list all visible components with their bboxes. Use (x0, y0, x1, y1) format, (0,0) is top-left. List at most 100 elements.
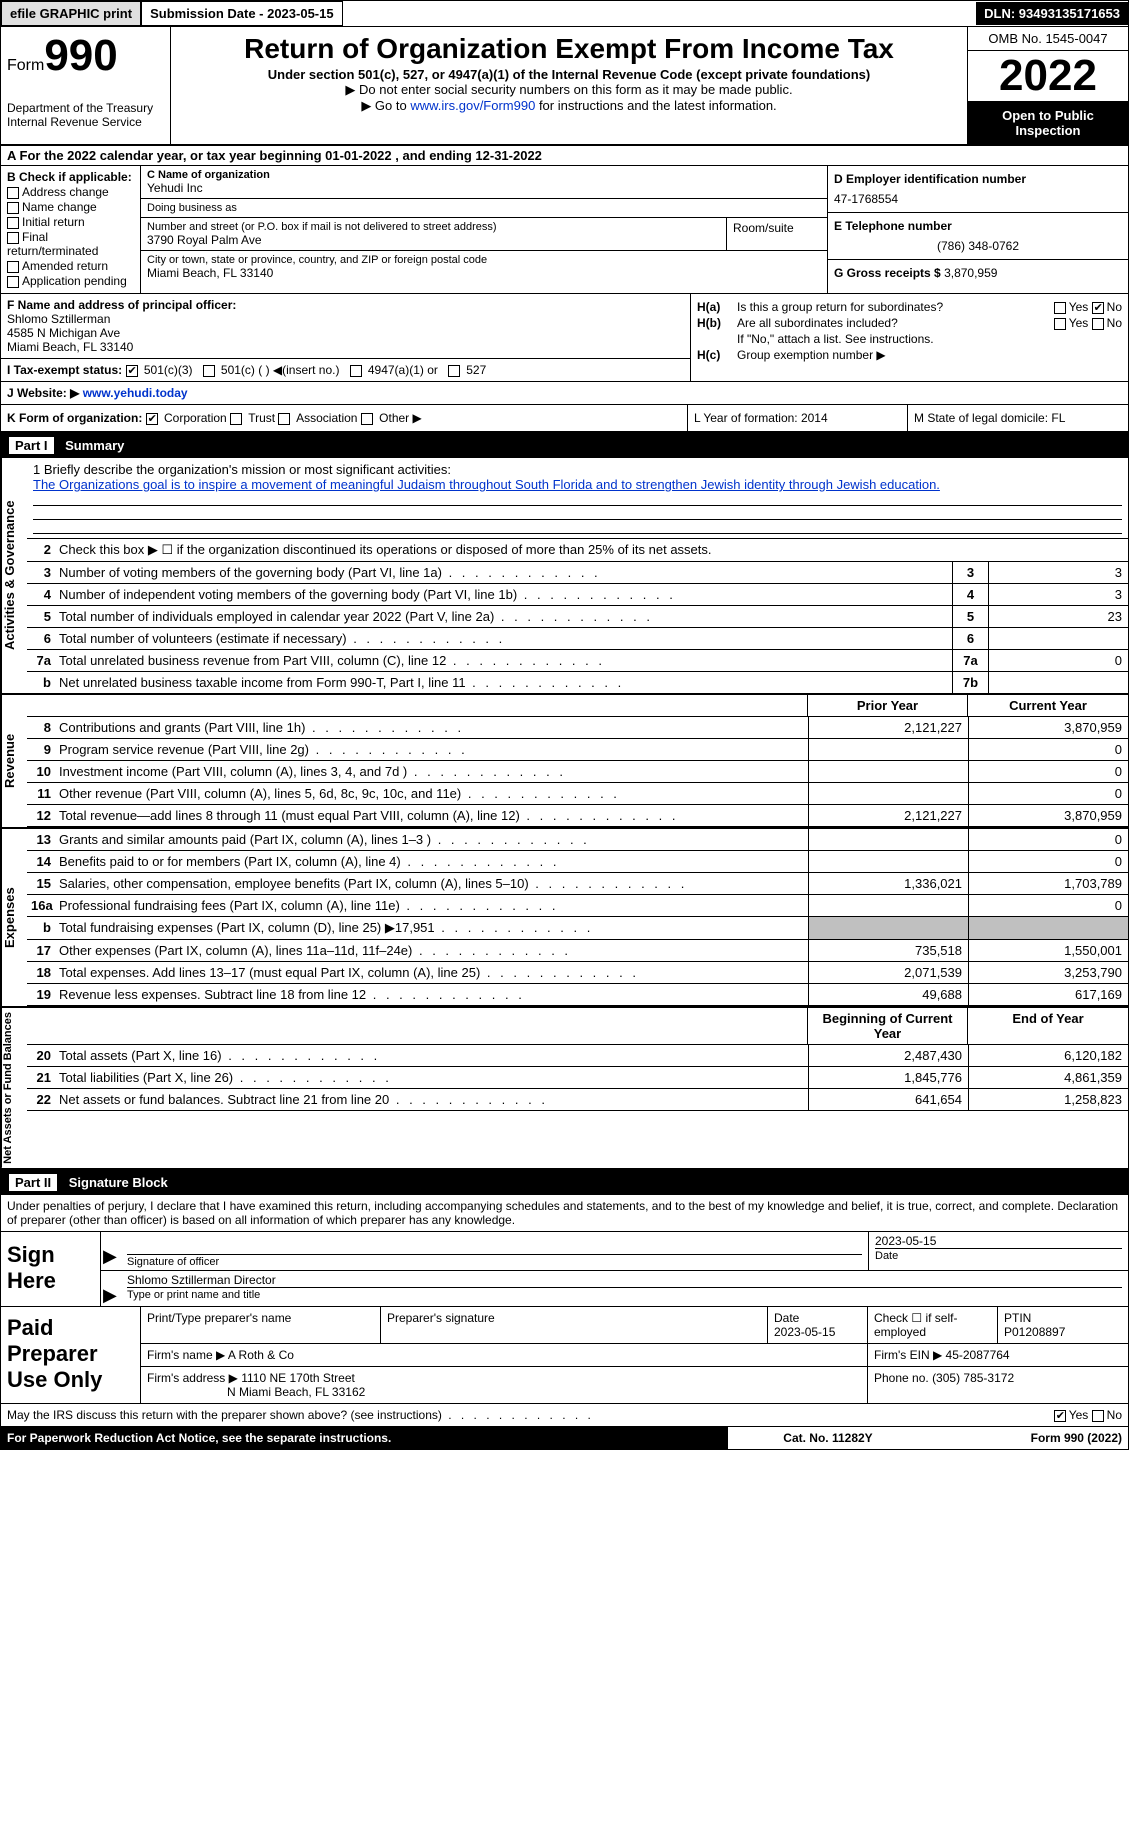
checkbox-icon[interactable] (1092, 318, 1104, 330)
current-year-val: 6,120,182 (968, 1045, 1128, 1066)
form-990-big: 990 (44, 31, 117, 80)
checkbox-yes-icon[interactable] (1054, 1410, 1066, 1422)
line-num: 6 (27, 628, 55, 649)
vtab-activities: Activities & Governance (1, 458, 27, 693)
checkbox-501c-icon[interactable] (203, 365, 215, 377)
line-desc: Total expenses. Add lines 13–17 (must eq… (55, 962, 808, 983)
check-application-pending[interactable]: Application pending (7, 274, 134, 288)
header-left: Form990 Department of the Treasury Inter… (1, 27, 171, 144)
note-goto-prefix: ▶ Go to (361, 98, 410, 113)
check-initial-return[interactable]: Initial return (7, 215, 134, 229)
sig-row-officer: ▶ Signature of officer 2023-05-15 Date (101, 1232, 1128, 1271)
checkbox-icon[interactable] (1054, 318, 1066, 330)
checkbox-527-icon[interactable] (448, 365, 460, 377)
checkbox-corp-icon[interactable] (146, 413, 158, 425)
checkbox-4947-icon[interactable] (350, 365, 362, 377)
checkbox-icon (7, 202, 19, 214)
current-year-val (968, 917, 1128, 939)
fgh-right-h: H(a) Is this a group return for subordin… (691, 294, 1128, 381)
data-line: 12 Total revenue—add lines 8 through 11 … (27, 805, 1128, 827)
dba-label: Doing business as (147, 202, 821, 214)
line-desc: Total number of individuals employed in … (55, 606, 952, 627)
street-value: 3790 Royal Palm Ave (147, 233, 720, 247)
activities-content: 1 Briefly describe the organization's mi… (27, 458, 1128, 693)
k-assoc: Association (296, 411, 357, 425)
check-label: Name change (22, 200, 97, 214)
check-address-change[interactable]: Address change (7, 185, 134, 199)
data-line: 15 Salaries, other compensation, employe… (27, 873, 1128, 895)
check-label: Initial return (22, 215, 85, 229)
phone-value: (786) 348-0762 (834, 239, 1122, 253)
line-desc: Investment income (Part VIII, column (A)… (55, 761, 808, 782)
i-tax-exempt: I Tax-exempt status: 501(c)(3) 501(c) ( … (1, 359, 690, 381)
checkbox-trust-icon[interactable] (230, 413, 242, 425)
paid-preparer-label: Paid Preparer Use Only (1, 1307, 141, 1403)
checkbox-no-icon[interactable] (1092, 1410, 1104, 1422)
prior-year-val: 1,845,776 (808, 1067, 968, 1088)
line-desc: Number of independent voting members of … (55, 584, 952, 605)
check-final-return[interactable]: Final return/terminated (7, 230, 134, 258)
arrow-icon: ▶ (101, 1271, 121, 1306)
part-ii-title: Signature Block (69, 1175, 168, 1190)
prep-date-cell: Date2023-05-15 (768, 1307, 868, 1343)
self-emp-cell: Check ☐ if self-employed (868, 1307, 998, 1343)
e-label: E Telephone number (834, 219, 1122, 233)
dept-treasury: Department of the Treasury Internal Reve… (7, 101, 164, 129)
checkbox-icon (7, 276, 19, 288)
hc-text: Group exemption number ▶ (737, 348, 1122, 362)
checkbox-icon[interactable] (1092, 302, 1104, 314)
fgh-left: F Name and address of principal officer:… (1, 294, 691, 381)
k-trust: Trust (248, 411, 275, 425)
summary-line: 7a Total unrelated business revenue from… (27, 650, 1128, 672)
checkbox-assoc-icon[interactable] (278, 413, 290, 425)
summary-activities: Activities & Governance 1 Briefly descri… (0, 458, 1129, 695)
current-year-val: 0 (968, 851, 1128, 872)
prior-year-val: 641,654 (808, 1089, 968, 1110)
phone-cell: Phone no. (305) 785-3172 (868, 1367, 1128, 1403)
line-boxnum: 3 (952, 562, 988, 583)
checkbox-501c3-icon[interactable] (126, 365, 138, 377)
sign-here-label: Sign Here (1, 1232, 101, 1306)
header-right: OMB No. 1545-0047 2022 Open to Public In… (968, 27, 1128, 144)
website-link[interactable]: www.yehudi.today (83, 386, 188, 400)
line-desc: Total number of volunteers (estimate if … (55, 628, 952, 649)
cell-dba: Doing business as (141, 199, 827, 218)
check-amended-return[interactable]: Amended return (7, 259, 134, 273)
sig-name-field: Shlomo Sztillerman Director Type or prin… (121, 1271, 1128, 1306)
line-num: 22 (27, 1089, 55, 1110)
irs-link[interactable]: www.irs.gov/Form990 (410, 98, 535, 113)
form-prefix: Form (7, 57, 44, 74)
line-val (988, 672, 1128, 693)
data-line: 14 Benefits paid to or for members (Part… (27, 851, 1128, 873)
cell-city: City or town, state or province, country… (141, 251, 827, 283)
line-desc: Total liabilities (Part X, line 26) (55, 1067, 808, 1088)
cell-gross-receipts: G Gross receipts $ 3,870,959 (828, 260, 1128, 286)
rule-line (33, 506, 1122, 520)
open-to-public: Open to Public Inspection (968, 102, 1128, 144)
room-suite: Room/suite (727, 218, 827, 250)
summary-line: 5 Total number of individuals employed i… (27, 606, 1128, 628)
checkbox-icon[interactable] (1054, 302, 1066, 314)
hdr-begin: Beginning of Current Year (808, 1008, 968, 1044)
current-year-val: 3,870,959 (968, 717, 1128, 738)
spacer (27, 1008, 808, 1044)
hb-note: If "No," attach a list. See instructions… (737, 332, 1122, 346)
sign-right: ▶ Signature of officer 2023-05-15 Date ▶… (101, 1232, 1128, 1306)
line-desc: Number of voting members of the governin… (55, 562, 952, 583)
data-line: 11 Other revenue (Part VIII, column (A),… (27, 783, 1128, 805)
current-year-val: 1,258,823 (968, 1089, 1128, 1110)
pra-notice: For Paperwork Reduction Act Notice, see … (1, 1427, 728, 1449)
perjury-declaration: Under penalties of perjury, I declare th… (0, 1195, 1129, 1232)
efile-print-button[interactable]: efile GRAPHIC print (1, 1, 141, 26)
line-desc: Total revenue—add lines 8 through 11 (mu… (55, 805, 808, 826)
prior-year-val (808, 895, 968, 916)
summary-netassets: Net Assets or Fund Balances Beginning of… (0, 1008, 1129, 1170)
sig-officer-field: Signature of officer (121, 1232, 868, 1270)
current-year-val: 617,169 (968, 984, 1128, 1005)
section-f-h: F Name and address of principal officer:… (0, 294, 1129, 382)
line-desc: Contributions and grants (Part VIII, lin… (55, 717, 808, 738)
checkbox-other-icon[interactable] (361, 413, 373, 425)
check-name-change[interactable]: Name change (7, 200, 134, 214)
ha-yesno: Yes No (1054, 300, 1122, 314)
line-desc: Total assets (Part X, line 16) (55, 1045, 808, 1066)
